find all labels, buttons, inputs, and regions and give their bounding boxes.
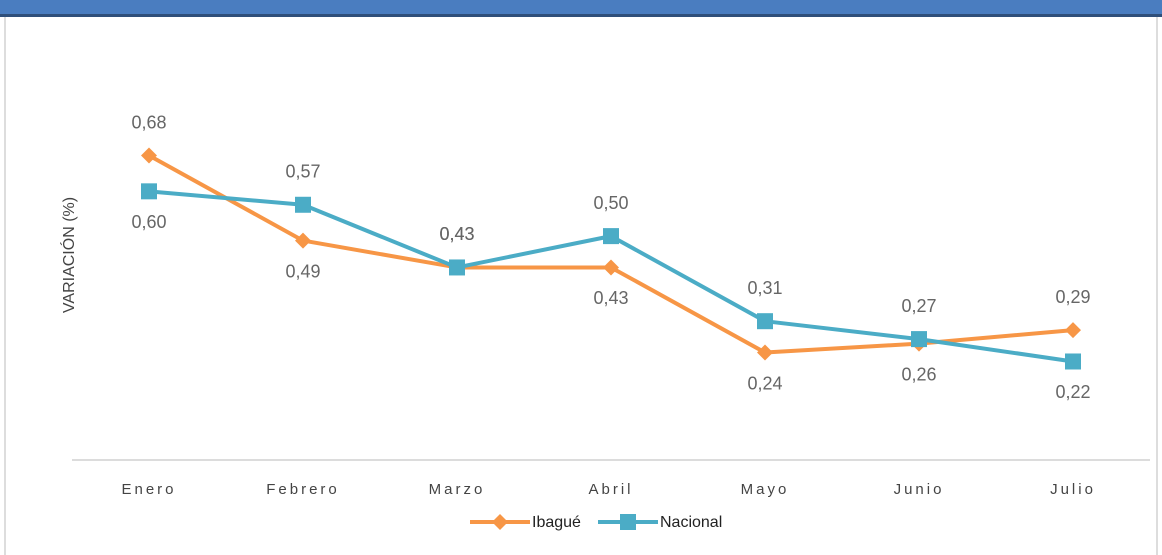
legend-label: Ibagué — [532, 514, 581, 531]
data-label: 0,68 — [131, 112, 166, 132]
data-label: 0,43 — [439, 224, 474, 244]
data-label: 0,60 — [131, 212, 166, 232]
marker — [1065, 322, 1081, 339]
data-label: 0,50 — [593, 193, 628, 213]
marker — [757, 313, 773, 330]
marker — [1065, 353, 1081, 370]
data-label: 0,57 — [285, 162, 320, 182]
data-label: 0,27 — [901, 296, 936, 316]
x-tick-label: Julio — [1050, 481, 1096, 498]
data-label: 0,43 — [593, 288, 628, 308]
x-tick-label: Mayo — [741, 481, 790, 498]
x-tick-label: Febrero — [266, 481, 340, 498]
marker — [449, 259, 465, 276]
data-label: 0,22 — [1055, 382, 1090, 402]
data-label: 0,49 — [285, 261, 320, 281]
legend-label: Nacional — [660, 514, 722, 531]
header-border — [0, 14, 1162, 17]
marker — [911, 331, 927, 348]
y-axis-title: VARIACIÓN (%) — [59, 197, 78, 313]
legend-marker — [620, 514, 636, 530]
marker — [757, 344, 773, 361]
marker — [295, 232, 311, 249]
data-label: 0,43 — [439, 224, 474, 244]
data-label: 0,24 — [747, 373, 782, 393]
series-line — [148, 153, 1074, 355]
marker — [141, 183, 157, 200]
marker — [603, 259, 619, 276]
data-label: 0,29 — [1055, 287, 1090, 307]
data-label: 0,26 — [901, 364, 936, 384]
x-tick-label: Abril — [588, 481, 633, 498]
x-tick-label: Junio — [894, 481, 945, 498]
data-label: 0,31 — [747, 278, 782, 298]
marker — [141, 147, 157, 164]
marker — [295, 196, 311, 213]
x-tick-label: Enero — [121, 481, 176, 498]
marker — [603, 228, 619, 245]
header-bar — [0, 0, 1162, 15]
legend-marker — [492, 514, 508, 530]
x-tick-label: Marzo — [429, 481, 486, 498]
